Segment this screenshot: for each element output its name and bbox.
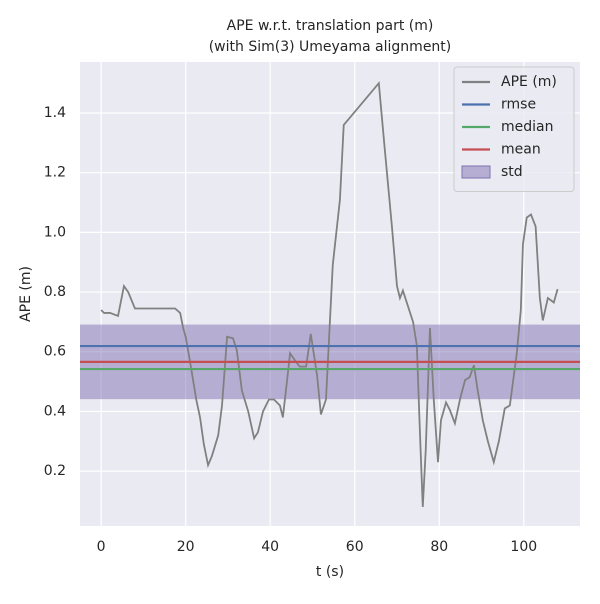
- x-axis-label: t (s): [316, 564, 344, 580]
- x-tick-label: 60: [346, 539, 364, 555]
- x-tick-label: 0: [97, 539, 106, 555]
- ape-line: [100, 80, 559, 507]
- x-tick-label: 40: [261, 539, 279, 555]
- x-tick-label: 20: [177, 539, 195, 555]
- legend-label: median: [501, 119, 553, 135]
- y-tick-label: 0.8: [44, 284, 66, 300]
- y-tick-label: 0.6: [44, 344, 66, 360]
- legend-swatch: [461, 165, 491, 179]
- legend-label: APE (m): [501, 74, 557, 90]
- chart-title: APE w.r.t. translation part (m): [227, 18, 434, 34]
- y-axis-label: APE (m): [18, 266, 34, 322]
- y-tick-label: 0.4: [44, 403, 66, 419]
- y-tick-label: 1.2: [44, 165, 66, 181]
- legend-label: rmse: [501, 97, 536, 113]
- y-tick-label: 0.2: [44, 463, 66, 479]
- y-tick-label: 1.4: [44, 105, 66, 121]
- chart-subtitle: (with Sim(3) Umeyama alignment): [209, 39, 452, 55]
- x-tick-label: 80: [430, 539, 448, 555]
- x-tick-label: 100: [510, 539, 537, 555]
- legend-label: std: [501, 164, 523, 180]
- legend-box: [453, 66, 575, 192]
- y-tick-label: 1.0: [44, 224, 66, 240]
- legend-label: mean: [501, 142, 541, 158]
